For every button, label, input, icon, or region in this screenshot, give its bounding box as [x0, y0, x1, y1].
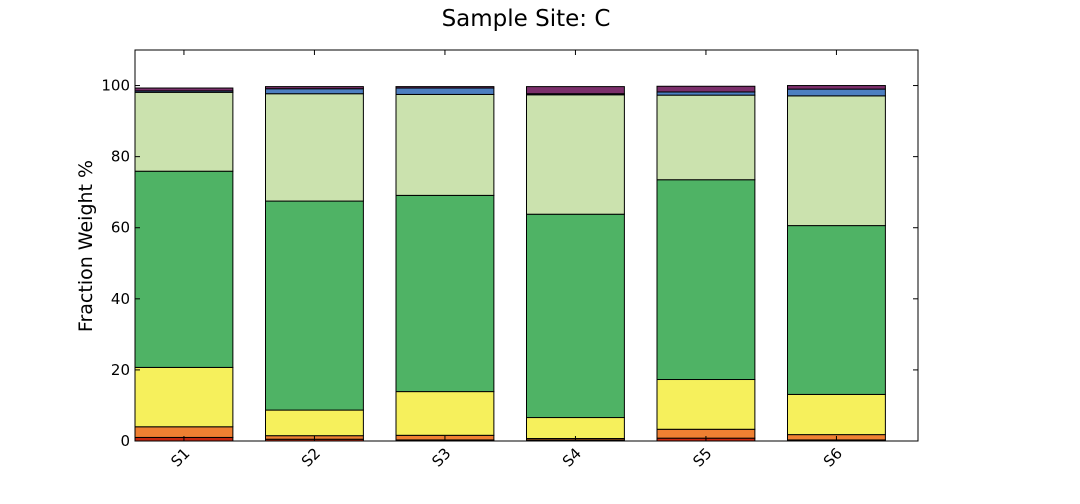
bar-segment-s4-3	[526, 417, 625, 440]
y-tick-label-100: 100	[101, 77, 130, 95]
bar-segment-s3-5	[395, 93, 495, 196]
bar-segment-s4-5	[526, 94, 625, 215]
y-tick-label-0: 0	[120, 432, 130, 450]
bar-segment-s6-3	[787, 393, 886, 436]
bar-segment-s6-7	[787, 85, 886, 90]
bar-segment-s3-7	[395, 86, 495, 89]
bar-segment-s3-6	[395, 87, 495, 95]
bar-segment-s1-5	[134, 91, 234, 172]
bar-segment-s2-4	[265, 200, 364, 411]
plot-frame	[134, 49, 919, 442]
bar-segment-s3-3	[395, 391, 495, 436]
y-tick-label-20: 20	[111, 361, 130, 379]
y-tick-label-40: 40	[111, 290, 130, 308]
y-tick-label-80: 80	[111, 148, 130, 166]
bar-segment-s3-4	[395, 194, 495, 393]
bar-segment-s6-4	[787, 225, 886, 395]
y-axis-label: Fraction Weight %	[75, 160, 97, 332]
bar-segment-s6-6	[787, 88, 886, 97]
chart-title: Sample Site: C	[442, 6, 611, 32]
bar-segment-s1-2	[134, 426, 234, 438]
bar-segment-s5-5	[656, 94, 756, 181]
bar-segment-s4-4	[526, 213, 625, 419]
bar-segment-s4-7	[526, 86, 625, 95]
y-tick-label-60: 60	[111, 219, 130, 237]
y-axis-ticks: 0 20 40 60 80 100	[101, 77, 918, 450]
bar-segment-s2-7	[265, 86, 364, 90]
bar-segment-s1-7	[134, 87, 234, 92]
bar-segment-s5-3	[656, 379, 756, 430]
bar-segment-s2-3	[265, 409, 364, 437]
bar-segment-s2-6	[265, 88, 364, 95]
bar-segment-s5-4	[656, 179, 756, 381]
bar-segment-s1-3	[134, 366, 234, 428]
bar-segment-s6-5	[787, 95, 886, 227]
bar-segment-s5-7	[656, 85, 756, 93]
bar-segment-s1-4	[134, 170, 234, 368]
bar-segment-s2-5	[265, 93, 364, 202]
